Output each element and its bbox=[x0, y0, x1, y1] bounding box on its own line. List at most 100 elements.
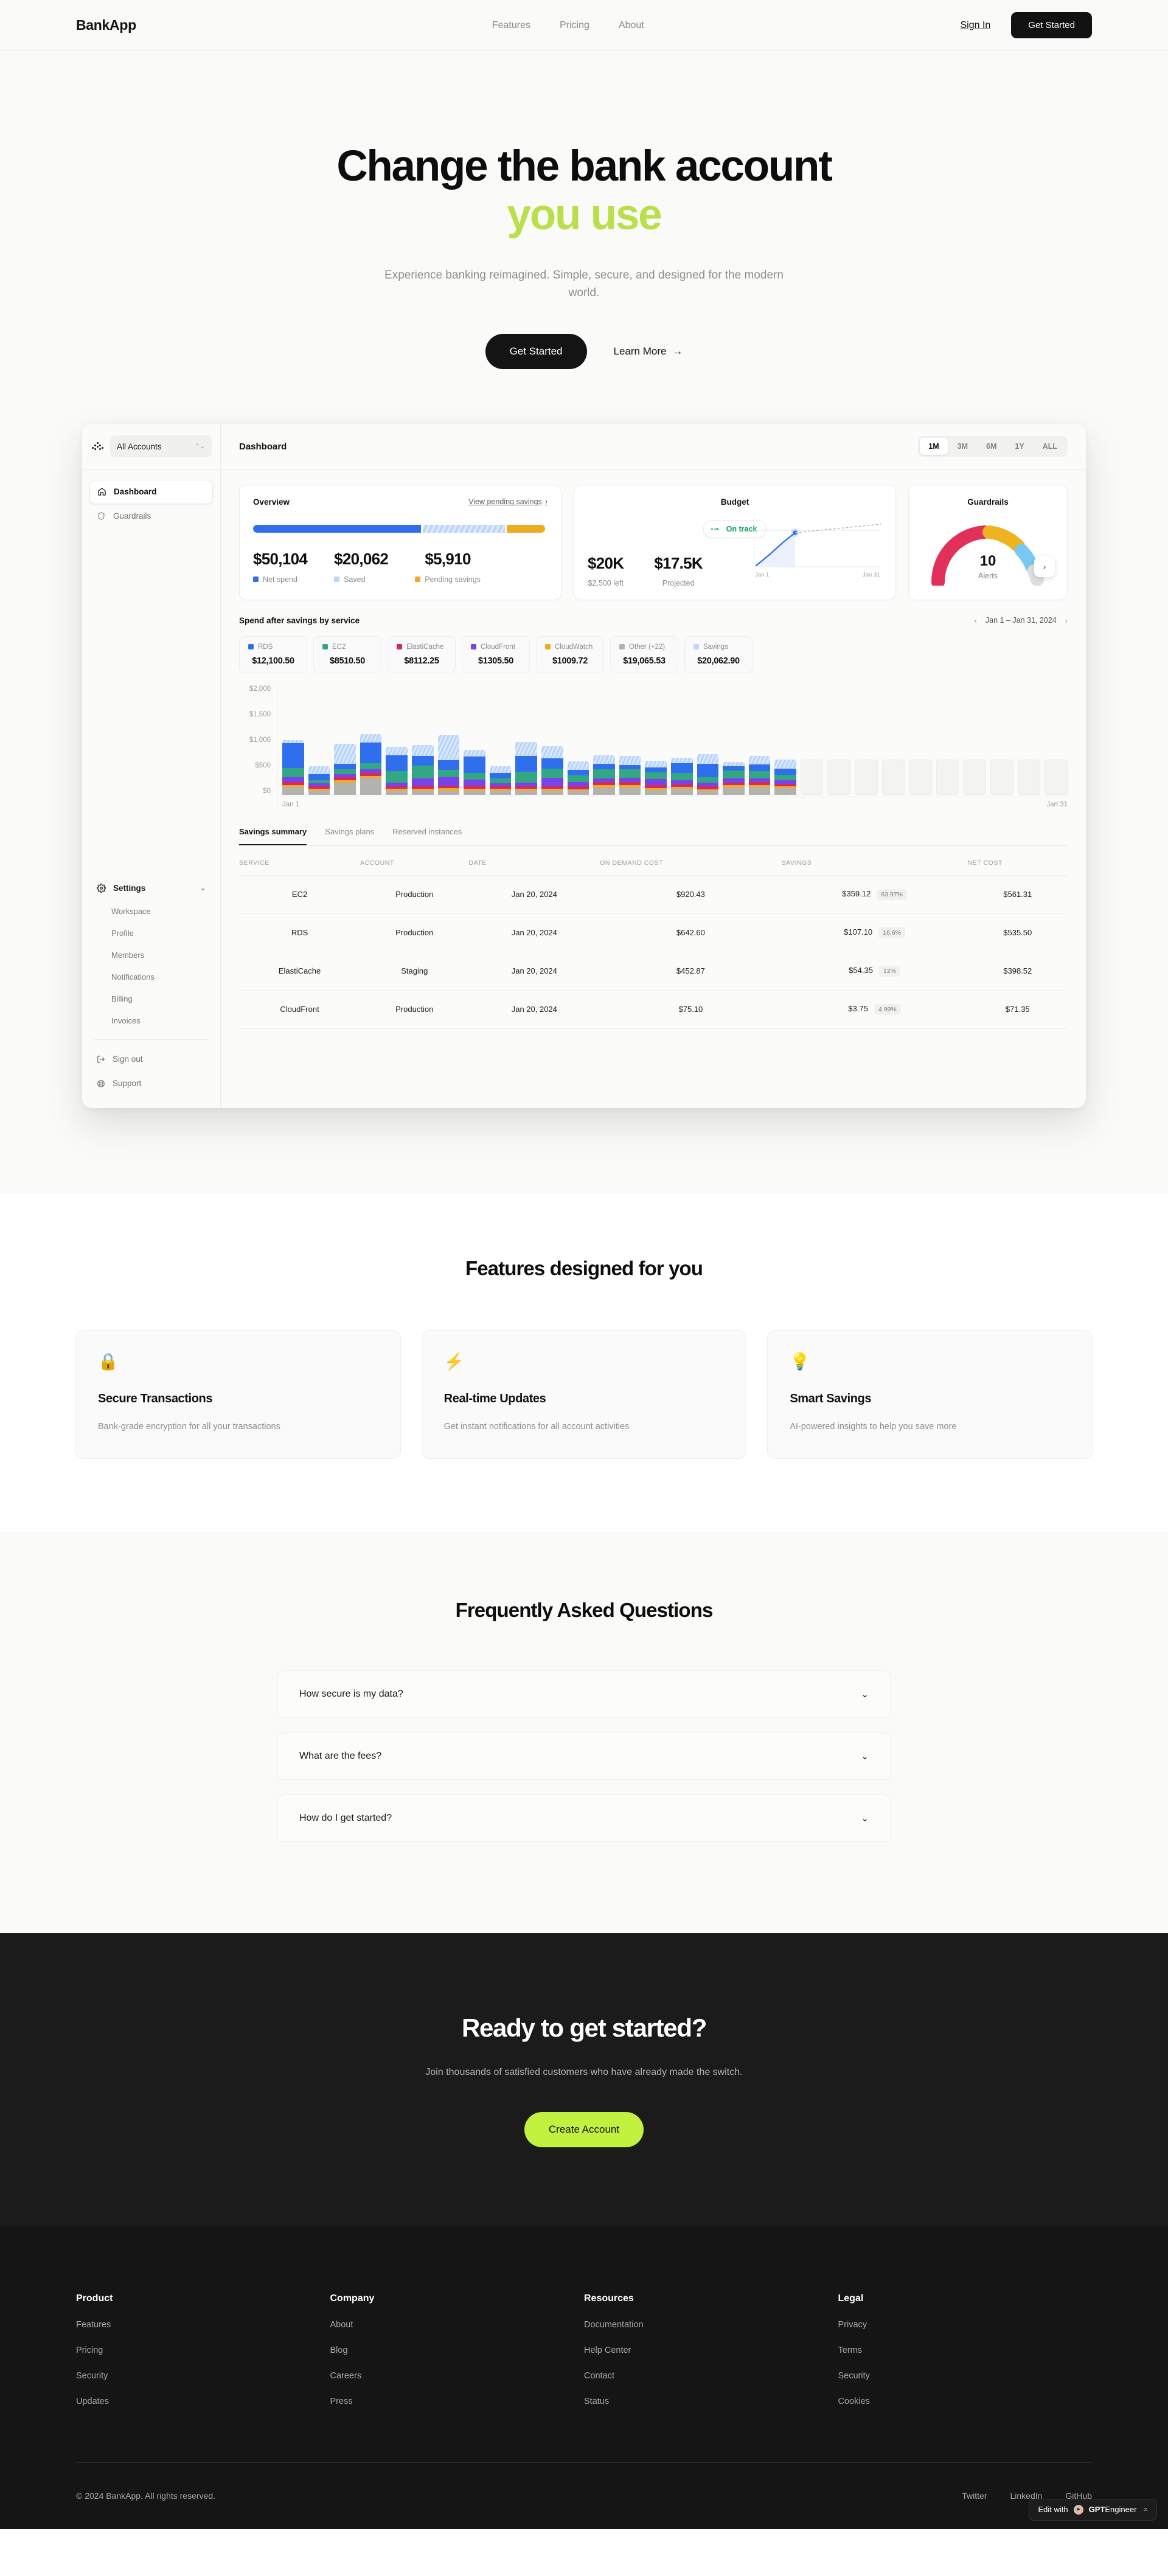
savings-amount: $359.12 bbox=[842, 888, 871, 898]
sidebar-settings-workspace[interactable]: Workspace bbox=[111, 907, 151, 916]
range-1m[interactable]: 1M bbox=[920, 438, 948, 455]
service-chip-total: $1009.72 bbox=[552, 656, 588, 666]
chart-bar[interactable] bbox=[645, 760, 667, 795]
service-chip[interactable]: Savings $20,062.90 bbox=[684, 635, 753, 673]
chart-bar[interactable] bbox=[386, 746, 408, 795]
sidebar-settings-toggle[interactable]: Settings ⌄ bbox=[82, 876, 220, 901]
feature-card-smart-savings: 💡 Smart Savings AI-powered insights to h… bbox=[767, 1329, 1093, 1459]
chart-bar[interactable] bbox=[282, 740, 304, 795]
chart-bar[interactable] bbox=[411, 745, 434, 795]
chart-bar[interactable] bbox=[334, 743, 356, 795]
table-column-header: DATE bbox=[468, 845, 600, 876]
guardrails-next-button[interactable]: › bbox=[1034, 556, 1055, 577]
date-next-button[interactable]: › bbox=[1065, 615, 1068, 625]
cta-section: Ready to get started? Join thousands of … bbox=[0, 1933, 1168, 2226]
chart-bar[interactable] bbox=[619, 756, 641, 795]
tab-savings-summary[interactable]: Savings summary bbox=[239, 827, 307, 845]
chart-bar[interactable] bbox=[697, 753, 719, 795]
nav-link-about[interactable]: About bbox=[618, 19, 644, 30]
table-row[interactable]: ElastiCache Staging Jan 20, 2024 $452.87 $54… bbox=[239, 952, 1068, 991]
chart-bar[interactable] bbox=[723, 761, 745, 795]
learn-more-link[interactable]: Learn More → bbox=[614, 345, 683, 358]
footer-link-press[interactable]: Press bbox=[330, 2396, 353, 2406]
social-link-github[interactable]: GitHub bbox=[1065, 2491, 1092, 2501]
sidebar-settings-profile[interactable]: Profile bbox=[111, 929, 134, 938]
spend-chart-section: Spend after savings by service ‹ Jan 1 –… bbox=[239, 616, 1068, 810]
sign-in-link[interactable]: Sign In bbox=[960, 19, 991, 30]
footer-link-terms[interactable]: Terms bbox=[838, 2345, 862, 2355]
chart-bar[interactable] bbox=[774, 760, 796, 795]
footer-link-pricing[interactable]: Pricing bbox=[76, 2345, 103, 2355]
service-chip[interactable]: ElastiCache $8112.25 bbox=[388, 635, 456, 673]
table-row[interactable]: EC2 Production Jan 20, 2024 $920.43 $359.12 6… bbox=[239, 875, 1068, 914]
chart-bar[interactable] bbox=[360, 733, 382, 795]
sidebar-settings-billing[interactable]: Billing bbox=[111, 994, 133, 1004]
faq-item-fees[interactable]: What are the fees? ⌄ bbox=[277, 1732, 891, 1780]
footer-link-features[interactable]: Features bbox=[76, 2319, 111, 2330]
chart-bar[interactable] bbox=[593, 755, 615, 795]
nav-link-pricing[interactable]: Pricing bbox=[560, 19, 589, 30]
tab-reserved-instances[interactable]: Reserved instances bbox=[392, 826, 462, 836]
chart-bar[interactable] bbox=[437, 735, 460, 795]
view-pending-savings-link[interactable]: View pending savings › bbox=[468, 497, 548, 506]
chart-bar[interactable] bbox=[515, 742, 537, 795]
chart-bar[interactable] bbox=[308, 766, 330, 795]
tab-savings-plans[interactable]: Savings plans bbox=[325, 826, 375, 836]
service-chip[interactable]: CloudFront $1305.50 bbox=[462, 635, 530, 673]
chart-bar-segment bbox=[411, 791, 434, 795]
social-link-twitter[interactable]: Twitter bbox=[962, 2491, 987, 2501]
sidebar-settings-notifications[interactable]: Notifications bbox=[111, 972, 155, 982]
table-cell: Production bbox=[360, 990, 469, 1029]
footer-link-blog[interactable]: Blog bbox=[330, 2345, 348, 2355]
footer-link-help-center[interactable]: Help Center bbox=[584, 2345, 631, 2355]
range-all[interactable]: ALL bbox=[1034, 438, 1066, 455]
service-chip[interactable]: EC2 $8510.50 bbox=[313, 635, 381, 673]
footer-columns: Product Features Pricing Security Update… bbox=[76, 2293, 1092, 2406]
range-6m[interactable]: 6M bbox=[978, 438, 1005, 455]
service-chip[interactable]: Other (+22) $19,065.53 bbox=[610, 635, 678, 673]
footer-link-about[interactable]: About bbox=[330, 2319, 353, 2330]
chart-bar[interactable] bbox=[489, 766, 512, 795]
footer-link-careers[interactable]: Careers bbox=[330, 2370, 362, 2381]
account-selector[interactable]: All Accounts ⌃⌄ bbox=[110, 435, 212, 458]
footer-link-contact[interactable]: Contact bbox=[584, 2370, 614, 2381]
close-icon[interactable]: × bbox=[1143, 2505, 1148, 2515]
footer-link-security-legal[interactable]: Security bbox=[838, 2370, 870, 2381]
chart-bar[interactable] bbox=[748, 756, 771, 795]
chart-bar[interactable] bbox=[567, 761, 589, 795]
social-link-linkedin[interactable]: LinkedIn bbox=[1010, 2491, 1043, 2501]
brand-logo[interactable]: BankApp bbox=[76, 17, 136, 33]
sidebar-item-sign-out[interactable]: Sign out bbox=[82, 1047, 220, 1072]
footer-link-cookies[interactable]: Cookies bbox=[838, 2396, 870, 2406]
nav-get-started-button[interactable]: Get Started bbox=[1011, 12, 1092, 38]
create-account-button[interactable]: Create Account bbox=[524, 2111, 644, 2147]
table-row[interactable]: RDS Production Jan 20, 2024 $642.60 $107.10 1… bbox=[239, 913, 1068, 952]
sidebar-item-support[interactable]: Support bbox=[82, 1072, 220, 1096]
footer-link-status[interactable]: Status bbox=[584, 2396, 610, 2406]
footer-link-documentation[interactable]: Documentation bbox=[584, 2319, 644, 2330]
chart-bar[interactable] bbox=[464, 750, 485, 795]
nav-link-features[interactable]: Features bbox=[492, 19, 530, 30]
table-row[interactable]: CloudFront Production Jan 20, 2024 $75.10 $3… bbox=[239, 990, 1068, 1029]
sidebar-item-guardrails[interactable]: Guardrails bbox=[89, 504, 213, 528]
footer-link-privacy[interactable]: Privacy bbox=[838, 2319, 867, 2330]
chart-bar[interactable] bbox=[670, 757, 693, 795]
faq-item-get-started[interactable]: How do I get started? ⌄ bbox=[277, 1794, 891, 1842]
range-1y[interactable]: 1Y bbox=[1006, 438, 1032, 455]
gpt-engineer-badge[interactable]: Edit with ➤ GPTEngineer × bbox=[1029, 2498, 1157, 2521]
service-chip[interactable]: RDS $12,100.50 bbox=[239, 635, 307, 673]
date-prev-button[interactable]: ‹ bbox=[974, 615, 977, 625]
hero-get-started-button[interactable]: Get Started bbox=[485, 333, 587, 369]
faq-item-security[interactable]: How secure is my data? ⌄ bbox=[277, 1670, 891, 1718]
footer-link-security[interactable]: Security bbox=[76, 2370, 108, 2381]
service-chip[interactable]: CloudWatch $1009.72 bbox=[536, 635, 604, 673]
sidebar-settings-members[interactable]: Members bbox=[111, 950, 145, 960]
range-3m[interactable]: 3M bbox=[949, 438, 976, 455]
footer-link-updates[interactable]: Updates bbox=[76, 2396, 109, 2406]
faq-title: Frequently Asked Questions bbox=[455, 1598, 714, 1621]
chart-bar[interactable] bbox=[541, 746, 563, 795]
sidebar-settings-invoices[interactable]: Invoices bbox=[111, 1016, 141, 1026]
sidebar-item-dashboard[interactable]: Dashboard bbox=[89, 479, 213, 504]
time-range-selector: 1M 3M 6M 1Y ALL bbox=[918, 436, 1068, 457]
chart-bar-segment bbox=[593, 763, 615, 769]
